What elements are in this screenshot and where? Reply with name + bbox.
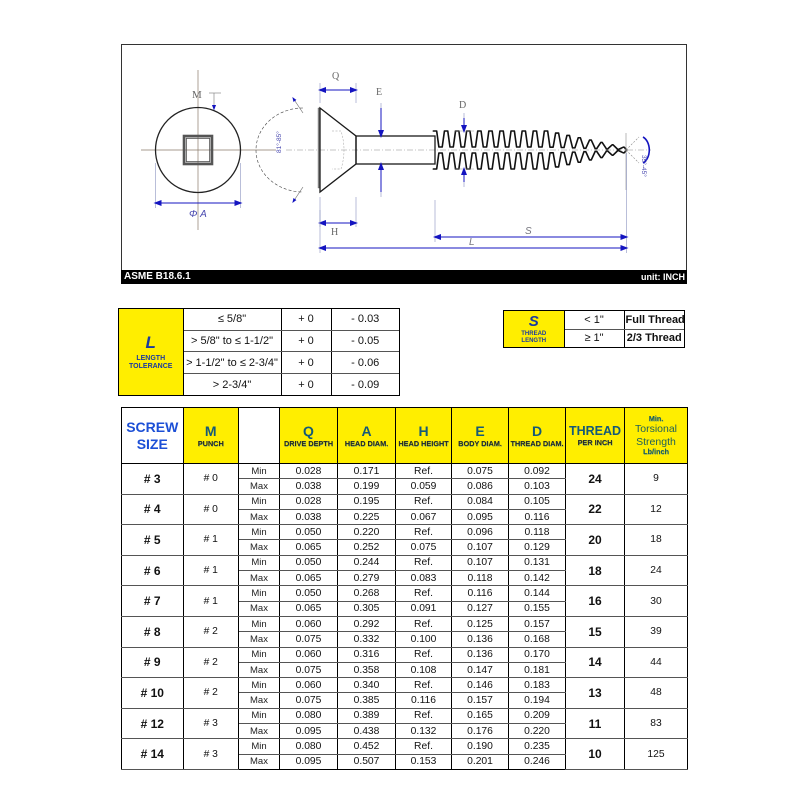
- svg-text:D: D: [459, 100, 466, 111]
- svg-text:M: M: [192, 89, 202, 101]
- svg-text:S: S: [525, 226, 532, 237]
- svg-text:E: E: [376, 87, 382, 98]
- svg-text:Q: Q: [332, 71, 340, 82]
- svg-text:35°-45°: 35°-45°: [640, 155, 648, 177]
- svg-text:L: L: [469, 237, 475, 248]
- svg-text:H: H: [331, 227, 338, 238]
- svg-text:81°-85°: 81°-85°: [275, 131, 283, 153]
- svg-text:Φ A: Φ A: [189, 209, 207, 220]
